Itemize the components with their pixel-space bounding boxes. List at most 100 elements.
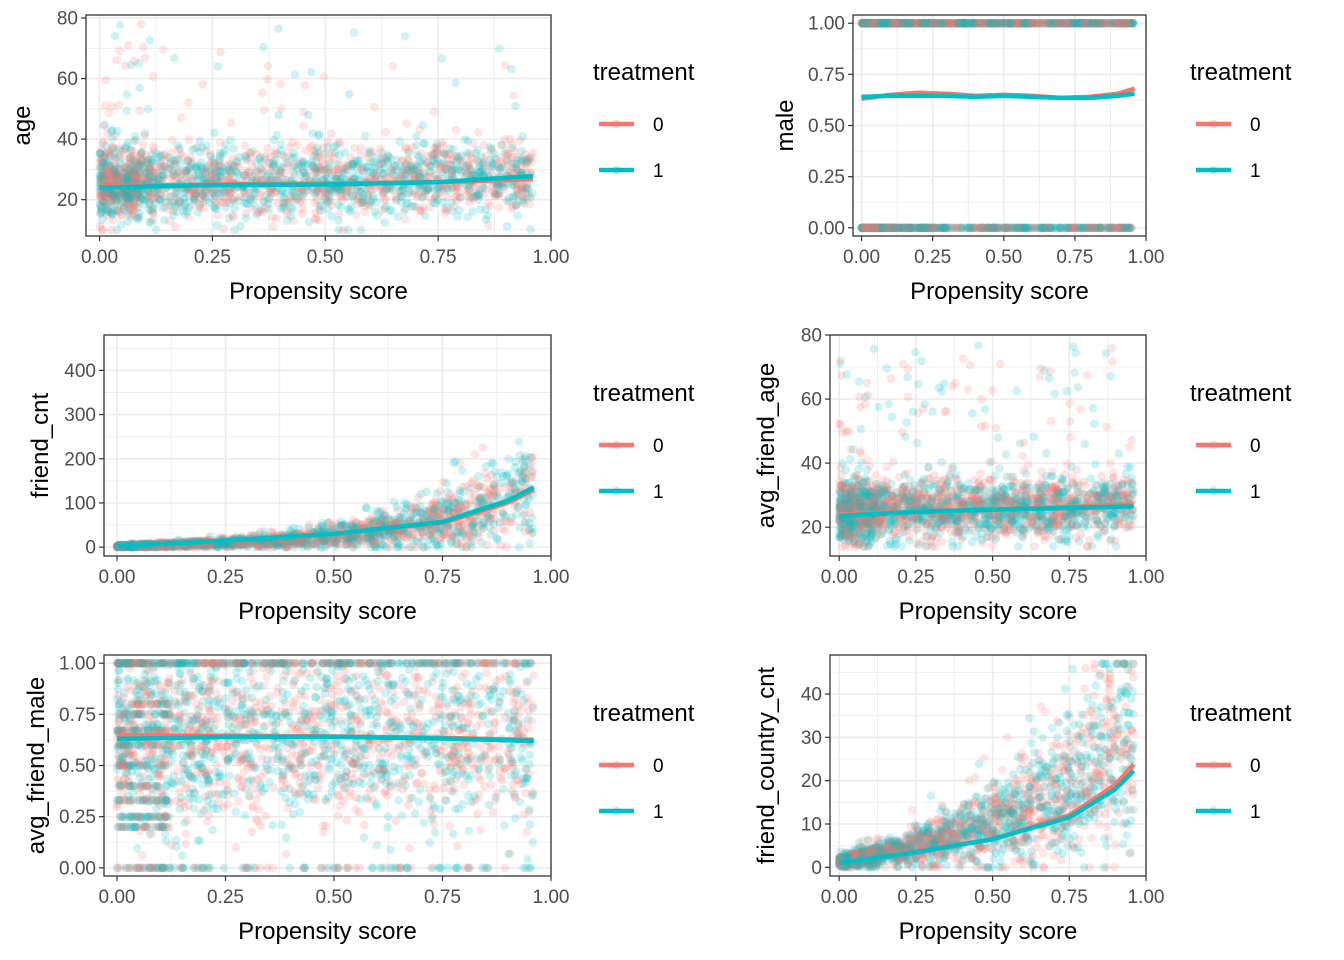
data-point: [317, 156, 327, 166]
data-point: [376, 154, 386, 164]
data-point: [324, 168, 333, 177]
x-tick-label: 1.00: [1128, 247, 1165, 268]
data-point: [402, 199, 411, 208]
data-point: [871, 18, 880, 28]
data-point: [198, 190, 207, 199]
data-point: [214, 161, 224, 171]
data-point: [968, 18, 977, 28]
data-point: [954, 18, 964, 28]
data-point: [160, 172, 169, 181]
data-point: [938, 18, 947, 28]
data-point: [362, 173, 372, 183]
data-point: [164, 197, 173, 207]
data-point: [96, 149, 105, 159]
data-point: [101, 202, 111, 211]
data-point: [158, 170, 168, 179]
data-point: [992, 223, 1001, 233]
data-point: [98, 191, 108, 200]
data-point: [98, 165, 107, 174]
data-point: [216, 47, 225, 57]
data-point: [225, 198, 235, 208]
data-point: [508, 180, 517, 189]
data-point: [867, 18, 877, 28]
data-point: [336, 202, 346, 212]
data-point: [501, 146, 511, 155]
data-point: [862, 18, 871, 28]
data-point: [869, 223, 878, 233]
data-point: [456, 151, 466, 160]
data-point: [904, 18, 913, 28]
data-point: [916, 18, 925, 28]
data-point: [1089, 18, 1099, 28]
data-point: [173, 154, 183, 164]
data-point: [122, 192, 132, 201]
data-point: [1013, 18, 1022, 28]
x-tick-label: 0.75: [1056, 247, 1093, 268]
data-point: [452, 182, 462, 191]
data-point: [242, 186, 251, 196]
data-point: [871, 18, 880, 28]
data-point: [118, 192, 128, 202]
data-point: [328, 187, 338, 196]
data-point: [209, 189, 218, 198]
legend-key-point-0: [1209, 119, 1218, 129]
data-point: [187, 174, 196, 184]
data-point: [1049, 223, 1058, 233]
data-point: [938, 223, 948, 233]
data-point: [364, 200, 373, 209]
data-point: [327, 148, 337, 158]
data-point: [432, 145, 442, 154]
data-point: [267, 212, 277, 222]
data-point: [987, 18, 996, 28]
data-point: [866, 18, 875, 28]
data-point: [201, 146, 211, 156]
data-point: [130, 169, 140, 179]
data-point: [98, 157, 107, 167]
data-point: [1007, 18, 1017, 28]
data-point: [125, 153, 134, 163]
data-point: [1023, 223, 1033, 233]
data-point: [891, 223, 901, 233]
data-point: [338, 168, 348, 177]
y-tick-label: 0.75: [808, 65, 845, 86]
data-point: [894, 18, 904, 28]
data-point: [1033, 223, 1043, 233]
data-point: [913, 18, 923, 28]
data-point: [517, 160, 526, 170]
data-point: [188, 172, 198, 181]
data-point: [270, 146, 280, 156]
data-point: [149, 189, 159, 198]
data-point: [900, 223, 909, 233]
data-point: [448, 160, 458, 170]
data-point: [1062, 223, 1072, 233]
data-point: [504, 197, 513, 206]
data-point: [233, 156, 243, 166]
data-point: [299, 156, 308, 166]
data-point: [997, 18, 1007, 28]
data-point: [918, 223, 927, 233]
data-point: [979, 18, 988, 28]
data-point: [903, 223, 912, 233]
data-point: [889, 18, 899, 28]
data-point: [142, 158, 152, 167]
data-point: [1069, 18, 1079, 28]
data-point: [127, 163, 136, 173]
data-point: [884, 223, 894, 233]
data-point: [403, 161, 413, 170]
data-point: [102, 188, 111, 198]
data-point: [495, 164, 504, 174]
data-point: [892, 18, 901, 28]
data-point: [527, 157, 537, 167]
data-point: [913, 18, 922, 28]
data-point: [266, 172, 275, 182]
data-point: [1083, 18, 1093, 28]
data-point: [878, 223, 888, 233]
data-point: [882, 18, 892, 28]
data-point: [401, 159, 411, 169]
data-point: [886, 18, 896, 28]
data-point: [522, 192, 531, 202]
data-point: [512, 185, 522, 195]
data-point: [857, 223, 866, 233]
data-point: [1078, 18, 1087, 28]
data-point: [429, 156, 439, 166]
